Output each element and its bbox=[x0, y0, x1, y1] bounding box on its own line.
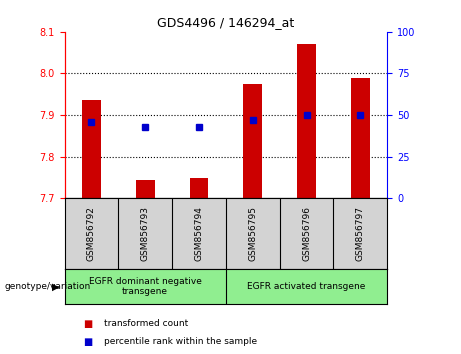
Text: percentile rank within the sample: percentile rank within the sample bbox=[104, 337, 257, 346]
Bar bbox=[189, 178, 208, 198]
Text: ▶: ▶ bbox=[53, 282, 60, 292]
Text: GSM856796: GSM856796 bbox=[302, 206, 311, 261]
Title: GDS4496 / 146294_at: GDS4496 / 146294_at bbox=[157, 16, 295, 29]
Bar bbox=[82, 101, 101, 198]
Text: genotype/variation: genotype/variation bbox=[5, 282, 91, 291]
Bar bbox=[243, 84, 262, 198]
Text: ■: ■ bbox=[83, 319, 92, 329]
Text: EGFR dominant negative
transgene: EGFR dominant negative transgene bbox=[89, 277, 201, 296]
Text: GSM856797: GSM856797 bbox=[356, 206, 365, 261]
Text: ■: ■ bbox=[83, 337, 92, 347]
Text: EGFR activated transgene: EGFR activated transgene bbox=[248, 282, 366, 291]
Bar bbox=[297, 44, 316, 198]
Text: GSM856792: GSM856792 bbox=[87, 206, 96, 261]
Text: GSM856793: GSM856793 bbox=[141, 206, 150, 261]
Bar bbox=[351, 78, 370, 198]
Bar bbox=[136, 179, 154, 198]
Text: transformed count: transformed count bbox=[104, 319, 188, 329]
Text: GSM856794: GSM856794 bbox=[195, 206, 203, 261]
Text: GSM856795: GSM856795 bbox=[248, 206, 257, 261]
